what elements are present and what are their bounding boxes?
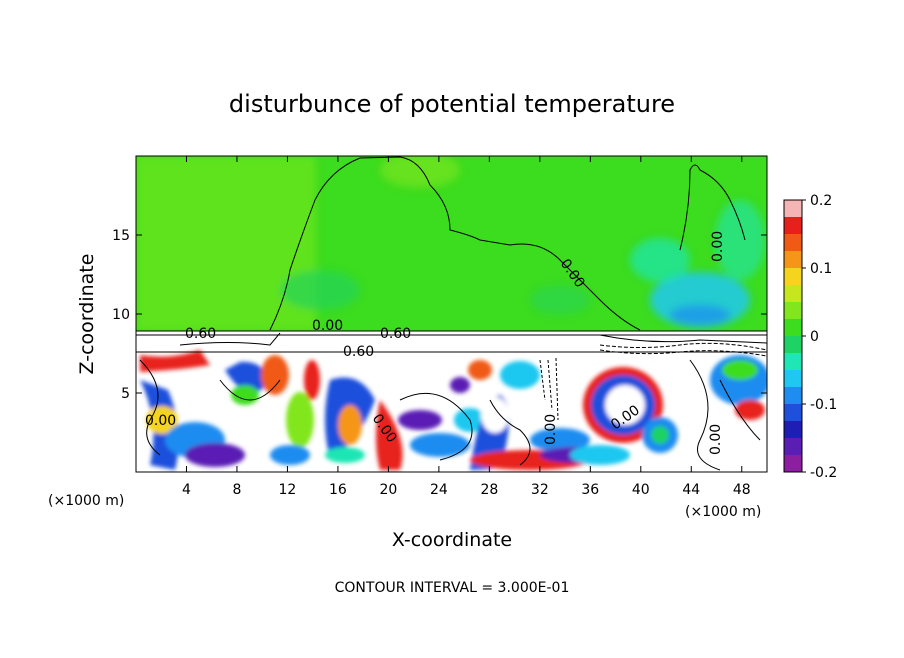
x-tick-label: 48 xyxy=(733,482,751,498)
colorbar-swatch xyxy=(784,421,802,439)
x-tick-label: 8 xyxy=(232,482,241,498)
colorbar-tick-label: 0.1 xyxy=(810,261,832,277)
contour-label: 0.00 xyxy=(708,424,724,455)
contour-interval: CONTOUR INTERVAL = 3.000E-01 xyxy=(335,580,570,596)
y-tick-label: 15 xyxy=(112,228,130,244)
colorbar-swatch xyxy=(784,455,802,473)
contour-label: 0.00 xyxy=(543,414,559,445)
lower-shading xyxy=(140,350,767,470)
x-unit-left: (×1000 m) xyxy=(48,493,124,509)
colorbar-swatch xyxy=(784,336,802,354)
x-tick-label: 4 xyxy=(182,482,191,498)
x-tick-label: 32 xyxy=(531,482,549,498)
colorbar-swatch xyxy=(784,268,802,286)
y-tick-label: 10 xyxy=(112,307,130,323)
colorbar-swatch xyxy=(784,370,802,388)
contour-label: 0.00 xyxy=(312,318,343,334)
colorbar-tick-label: 0.2 xyxy=(810,193,832,209)
colorbar: 0.2 0.1 0 -0.1 -0.2 xyxy=(783,193,837,481)
contour-label: 0.60 xyxy=(380,326,411,342)
contour-lines xyxy=(136,156,767,471)
colorbar-swatch xyxy=(784,200,802,218)
colorbar-swatch xyxy=(784,234,802,252)
x-tick-label: 20 xyxy=(379,482,397,498)
x-tick-label: 16 xyxy=(329,482,347,498)
x-unit-right: (×1000 m) xyxy=(685,504,761,520)
upper-shading xyxy=(136,156,765,331)
x-axis: 4 8 12 16 20 24 28 32 36 40 44 48 xyxy=(182,156,751,498)
contour-label: 0.00 xyxy=(145,413,176,429)
y-axis-label: Z-coordinate xyxy=(76,254,98,375)
x-tick-label: 44 xyxy=(682,482,700,498)
colorbar-swatch xyxy=(784,285,802,303)
x-tick-label: 40 xyxy=(632,482,650,498)
colorbar-swatch xyxy=(784,404,802,422)
x-tick-label: 12 xyxy=(279,482,297,498)
contour-label: 0.60 xyxy=(343,344,374,360)
contour-label: 0.60 xyxy=(185,326,216,342)
colorbar-swatch xyxy=(784,353,802,371)
colorbar-swatch xyxy=(784,217,802,235)
x-axis-label: X-coordinate xyxy=(392,529,512,551)
chart-title: disturbunce of potential temperature xyxy=(229,90,675,118)
colorbar-tick-label: -0.1 xyxy=(810,397,837,413)
x-tick-label: 36 xyxy=(581,482,599,498)
colorbar-tick-label: -0.2 xyxy=(810,465,837,481)
colorbar-swatch xyxy=(784,387,802,405)
colorbar-swatch xyxy=(784,302,802,320)
y-tick-label: 5 xyxy=(121,386,130,402)
x-tick-label: 24 xyxy=(430,482,448,498)
x-tick-label: 28 xyxy=(480,482,498,498)
y-axis: 5 10 15 xyxy=(112,228,767,402)
colorbar-tick-label: 0 xyxy=(810,329,819,345)
plot-area: 0.60 0.00 0.60 0.60 0.00 0.00 0.00 0.00 … xyxy=(136,156,767,472)
colorbar-swatch xyxy=(784,438,802,456)
contour-label: 0.00 xyxy=(710,231,726,262)
colorbar-swatch xyxy=(784,319,802,337)
colorbar-swatch xyxy=(784,251,802,269)
